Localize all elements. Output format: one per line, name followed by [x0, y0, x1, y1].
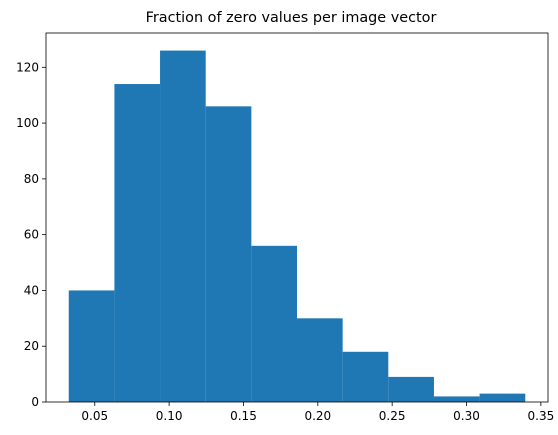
bars-group — [68, 50, 526, 402]
y-tick-label: 100 — [16, 116, 39, 130]
axes-frame — [45, 32, 549, 403]
histogram-bar — [297, 318, 343, 402]
y-axis: 0 20 40 60 80 100 120 — [16, 60, 46, 409]
x-tick-label: 0.20 — [304, 409, 331, 423]
y-tick-label: 80 — [24, 172, 39, 186]
y-tick-label: 60 — [24, 228, 39, 242]
histogram-bar — [479, 393, 526, 402]
histogram-bar — [160, 50, 206, 402]
x-tick-label: 0.05 — [81, 409, 108, 423]
histogram-bar — [433, 396, 480, 402]
histogram-bar — [388, 376, 434, 402]
x-tick-label: 0.35 — [528, 409, 555, 423]
x-axis: 0.05 0.10 0.15 0.20 0.25 0.30 0.35 — [81, 402, 554, 423]
x-tick-label: 0.10 — [156, 409, 183, 423]
y-tick-label: 120 — [16, 60, 39, 74]
x-tick-label: 0.15 — [230, 409, 257, 423]
histogram-bar — [114, 84, 161, 402]
histogram-bar — [342, 351, 389, 402]
y-tick-label: 20 — [24, 339, 39, 353]
histogram-bar — [205, 106, 252, 402]
x-tick-label: 0.25 — [379, 409, 406, 423]
chart-title: Fraction of zero values per image vector — [146, 10, 437, 26]
x-tick-label: 0.30 — [453, 409, 480, 423]
y-tick-label: 40 — [24, 283, 39, 297]
y-tick-label: 0 — [31, 395, 39, 409]
histogram-bar — [68, 290, 115, 402]
histogram-bar — [251, 245, 297, 402]
